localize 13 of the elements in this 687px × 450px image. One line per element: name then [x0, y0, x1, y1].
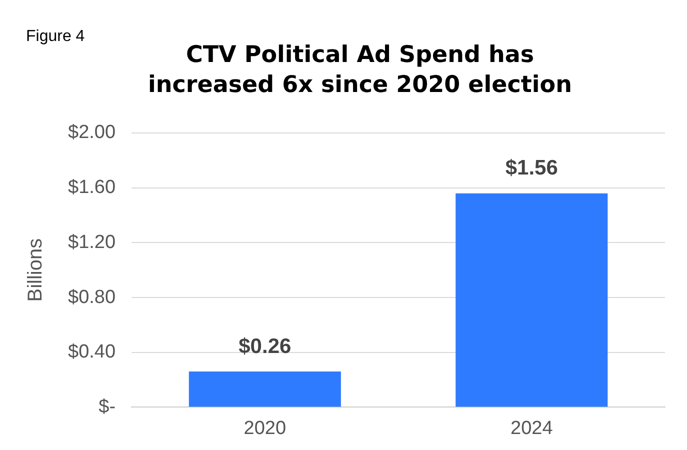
y-tick-label: $0.40	[68, 342, 116, 363]
y-axis-title: Billions	[24, 238, 47, 302]
y-tick-label: $2.00	[68, 122, 116, 144]
chart-title: CTV Political Ad Spend has increased 6x since 2020 election	[147, 41, 573, 100]
caption: Figure 4	[26, 28, 85, 46]
data-label: $0.26	[238, 334, 292, 358]
y-tick-label: $0.80	[68, 286, 116, 308]
y-tick-label: $-	[98, 396, 116, 418]
x-tick-label: 2020	[244, 418, 286, 439]
y-tick-label: $1.60	[68, 177, 116, 198]
x-tick-label: 2024	[510, 418, 554, 439]
data-label: $1.56	[505, 156, 558, 180]
y-tick-label: $1.20	[68, 232, 116, 253]
